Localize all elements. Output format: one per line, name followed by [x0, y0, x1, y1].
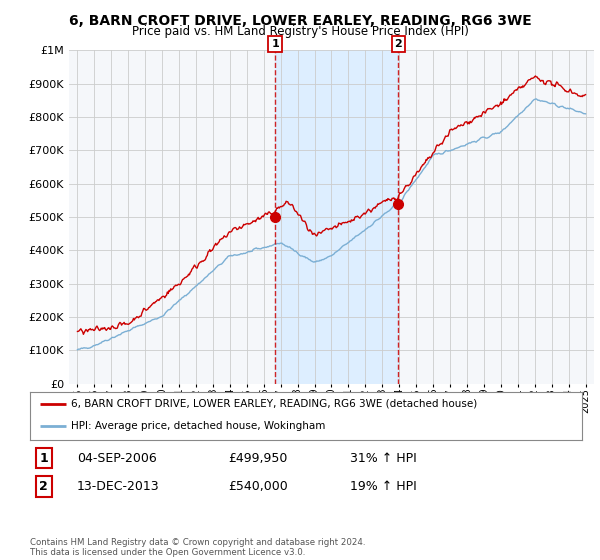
- Text: 1: 1: [271, 39, 279, 49]
- Text: Price paid vs. HM Land Registry's House Price Index (HPI): Price paid vs. HM Land Registry's House …: [131, 25, 469, 38]
- Bar: [275, 50, 398, 384]
- Text: 04-SEP-2006: 04-SEP-2006: [77, 451, 157, 465]
- Text: 6, BARN CROFT DRIVE, LOWER EARLEY, READING, RG6 3WE: 6, BARN CROFT DRIVE, LOWER EARLEY, READI…: [68, 14, 532, 28]
- Text: 2: 2: [40, 480, 48, 493]
- Text: HPI: Average price, detached house, Wokingham: HPI: Average price, detached house, Woki…: [71, 421, 326, 431]
- Text: 1: 1: [40, 451, 48, 465]
- Text: 13-DEC-2013: 13-DEC-2013: [77, 480, 160, 493]
- Text: 2: 2: [395, 39, 402, 49]
- Text: 31% ↑ HPI: 31% ↑ HPI: [350, 451, 417, 465]
- Text: 6, BARN CROFT DRIVE, LOWER EARLEY, READING, RG6 3WE (detached house): 6, BARN CROFT DRIVE, LOWER EARLEY, READI…: [71, 399, 478, 409]
- Text: 19% ↑ HPI: 19% ↑ HPI: [350, 480, 417, 493]
- Text: Contains HM Land Registry data © Crown copyright and database right 2024.
This d: Contains HM Land Registry data © Crown c…: [30, 538, 365, 557]
- Text: £499,950: £499,950: [229, 451, 288, 465]
- Text: £540,000: £540,000: [229, 480, 289, 493]
